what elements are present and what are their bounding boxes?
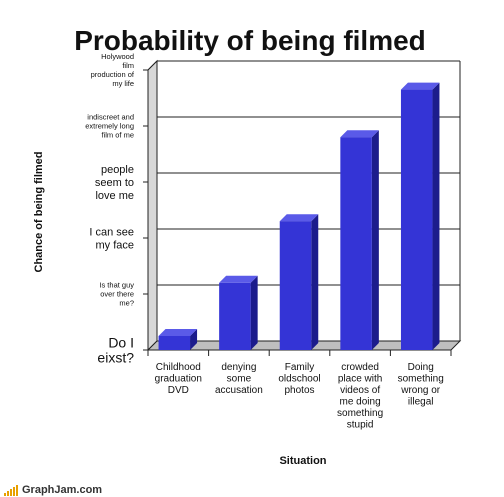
x-tick-label: Family oldschool photos bbox=[278, 362, 320, 396]
y-tick-label: Is that guy over there me? bbox=[99, 281, 134, 308]
bar-top bbox=[158, 329, 198, 336]
bar-side bbox=[250, 275, 258, 350]
bar bbox=[279, 221, 312, 350]
x-tick-label: crowded place with videos of me doing someth… bbox=[337, 362, 383, 431]
footer-brand[interactable]: GraphJam.com bbox=[22, 484, 103, 496]
x-axis-title: Situation bbox=[279, 455, 326, 467]
footer: GraphJam.com bbox=[4, 483, 102, 497]
bar-top bbox=[279, 214, 319, 222]
y-tick-label: people seem to love me bbox=[95, 164, 134, 202]
chart-title: Probability of being filmed bbox=[74, 25, 426, 56]
x-tick-label: Doing something wrong or illegal bbox=[398, 362, 444, 408]
y-tick-label: indiscreet and extremely long film of me bbox=[85, 113, 134, 140]
bar-top bbox=[340, 130, 379, 138]
bar-side bbox=[432, 82, 440, 350]
y-tick-label: I can see my face bbox=[89, 226, 134, 251]
plot-side-wall bbox=[147, 59, 158, 352]
bar bbox=[219, 282, 251, 350]
graphjam-logo-icon bbox=[4, 484, 19, 496]
bar bbox=[158, 336, 191, 350]
bar bbox=[340, 137, 372, 350]
bar-side bbox=[371, 130, 379, 350]
x-tick-label: denying some accusation bbox=[215, 362, 263, 396]
y-axis-title: Chance of being filmed bbox=[33, 151, 45, 272]
bar-side bbox=[311, 214, 319, 350]
bar-top bbox=[400, 82, 440, 90]
bar-top bbox=[219, 275, 258, 283]
y-tick-label: Holywood film production of my life bbox=[91, 52, 135, 88]
bar bbox=[400, 89, 433, 350]
x-tick-label: Childhood graduation DVD bbox=[155, 362, 202, 396]
